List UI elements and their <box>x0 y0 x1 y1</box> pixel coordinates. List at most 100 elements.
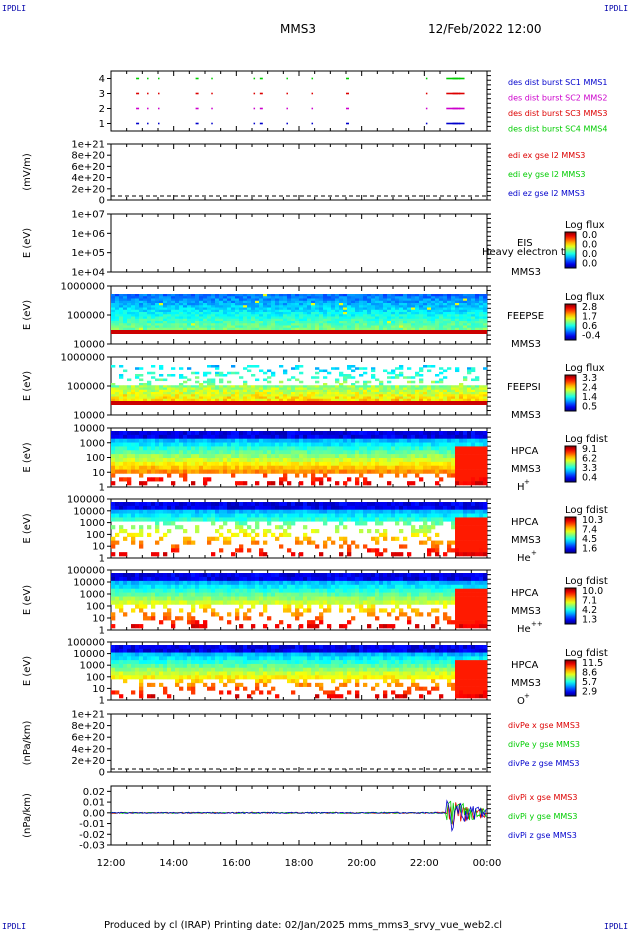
spectrogram-cell <box>371 454 376 459</box>
spectrogram-cell <box>251 461 256 467</box>
spectrogram-cell <box>387 318 392 322</box>
spectrogram-cell <box>291 296 296 299</box>
spectrogram-cell <box>363 517 368 522</box>
spectrogram-cell <box>315 303 320 306</box>
spectrogram-cell <box>387 517 392 522</box>
spectrogram-cell <box>211 312 216 315</box>
spectrogram-cell <box>355 458 360 463</box>
spectrogram-cell <box>451 309 456 313</box>
spectrogram-cell <box>199 438 204 443</box>
burst-mark <box>458 77 461 80</box>
spectrogram-cell <box>131 454 136 459</box>
spectrogram-cell <box>407 461 412 467</box>
instrument-label: HPCA <box>511 517 539 528</box>
spectrogram-cell <box>375 465 380 470</box>
spectrogram-cell <box>243 509 248 514</box>
spectrogram-cell <box>379 394 384 397</box>
spectrogram-cell <box>479 431 484 436</box>
spectrogram-cell <box>147 294 152 297</box>
spectrogram-cell <box>307 325 312 329</box>
spectrogram-cell <box>315 296 320 299</box>
spectrogram-cell <box>407 367 412 370</box>
spectrogram-cell <box>463 385 468 388</box>
spectrogram-cell <box>327 396 332 400</box>
spectrogram-cell <box>175 307 180 311</box>
spectrogram-cell <box>299 300 304 304</box>
spectrogram-cell <box>407 385 412 388</box>
burst-mark <box>425 122 428 125</box>
spectrogram-cell <box>395 431 400 436</box>
spectrogram-cell <box>343 438 348 443</box>
spectrogram-cell <box>439 298 444 302</box>
spectrogram-cell <box>379 473 384 478</box>
spectrogram-cell <box>155 321 160 324</box>
spectrogram-cell <box>179 303 184 306</box>
spectrogram-cell <box>283 321 288 324</box>
spectrogram-cell <box>263 398 268 402</box>
spectrogram-cell <box>391 296 396 299</box>
spectrogram-cell <box>319 505 324 511</box>
spectrogram-cell <box>247 294 252 297</box>
spectrogram-cell <box>467 307 472 311</box>
colorbar <box>564 231 577 269</box>
spectrogram-cell <box>475 450 480 455</box>
spectrogram-cell <box>339 521 344 526</box>
spectrogram-cell <box>275 469 280 474</box>
spectrogram-cell <box>127 502 132 507</box>
spectrogram-cell <box>163 438 168 443</box>
spectrogram-cell <box>295 323 300 326</box>
spectrogram-cell <box>195 309 200 313</box>
spectrogram-cell <box>295 509 300 514</box>
spectrogram-cell <box>379 309 384 313</box>
spectrogram-cell <box>363 442 368 447</box>
spectrogram-cell <box>283 434 288 440</box>
spectrogram-cell <box>175 548 180 553</box>
spectrogram-cell <box>231 465 236 470</box>
spectrogram-cell <box>423 442 428 447</box>
spectrogram-cell <box>159 296 164 299</box>
spectrogram-cell <box>479 477 484 482</box>
spectrogram-cell <box>203 450 208 455</box>
spectrogram-cell <box>143 325 148 329</box>
spectrogram-cell <box>115 431 120 436</box>
spectrogram-cell <box>299 323 304 326</box>
spectrogram-cell <box>231 532 236 538</box>
spectrogram-cell <box>147 438 152 443</box>
spectrogram-cell <box>135 325 140 329</box>
spectrogram-cell <box>431 300 436 304</box>
spectrogram-cell <box>159 385 164 388</box>
spectrogram-cell <box>471 458 476 463</box>
spectrogram-cell <box>411 465 416 470</box>
spectrogram-cell <box>123 442 128 447</box>
spectrogram-cell <box>283 303 288 306</box>
spectrogram-cell <box>407 521 412 526</box>
spectrogram-cell <box>135 387 140 391</box>
spectrogram-cell <box>111 309 116 313</box>
spectrogram-cell <box>391 307 396 311</box>
spectrogram-cell <box>111 513 116 518</box>
spectrogram-cell <box>155 392 160 395</box>
spectrogram-cell <box>131 502 136 507</box>
spectrogram-cell <box>443 305 448 308</box>
spectrogram-cell <box>363 296 368 299</box>
spectrogram-cell <box>179 296 184 299</box>
spectrogram-cell <box>283 309 288 313</box>
spectrogram-cell <box>479 505 484 511</box>
spectrogram-cell <box>411 529 416 534</box>
spectrogram-cell <box>439 398 444 402</box>
spectrogram-cell <box>339 305 344 308</box>
spacecraft-label: MMS3 <box>511 267 541 278</box>
spectrogram-cell <box>179 323 184 326</box>
spectrogram-cell <box>291 316 296 320</box>
spectrogram-cell <box>227 461 232 467</box>
spectrogram-cell <box>163 502 168 507</box>
spectrogram-cell <box>203 316 208 320</box>
spectrogram-cell <box>279 323 284 326</box>
spectrogram-cell <box>183 505 188 511</box>
spectrogram-cell <box>191 438 196 443</box>
spectrogram-cell <box>315 458 320 463</box>
spectrogram-cell <box>463 465 468 470</box>
spectrogram-cell <box>439 450 444 455</box>
spectrogram-cell <box>231 431 236 436</box>
spectrogram-cell <box>355 502 360 507</box>
